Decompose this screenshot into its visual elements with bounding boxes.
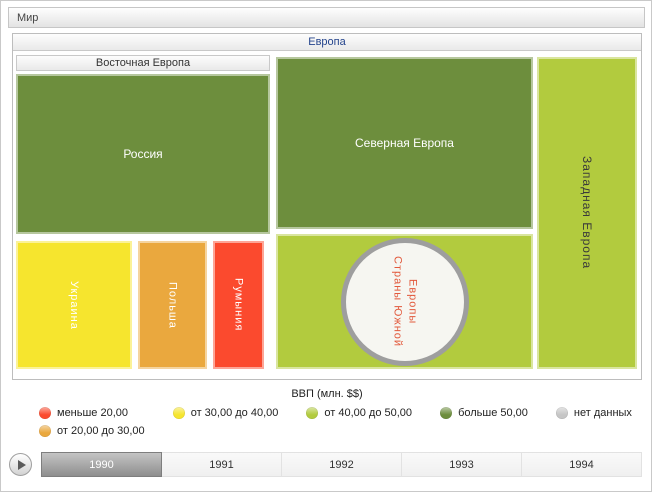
southern-europe-label: Страны Южной Европы <box>391 255 419 348</box>
legend-swatch-icon <box>555 407 568 419</box>
legend-column: от 40,00 до 50,00 <box>306 407 412 419</box>
treemap-node-romania[interactable]: Румыния <box>213 241 264 369</box>
legend-item-label: больше 50,00 <box>458 407 528 419</box>
breadcrumb-world-label: Мир <box>17 11 39 24</box>
treemap-node-southern-europe[interactable]: Страны Южной Европы <box>276 234 533 369</box>
legend-column: больше 50,00 <box>440 407 528 419</box>
europe-label: Европа <box>308 36 346 48</box>
legend-item-label: нет данных <box>573 407 632 419</box>
treemap-node-northern-europe[interactable]: Северная Европа <box>276 57 533 229</box>
treemap-node-ukraine[interactable]: Украина <box>16 241 132 369</box>
ukraine-label: Украина <box>68 280 80 330</box>
legend-swatch-icon <box>306 407 319 419</box>
treemap-node-russia[interactable]: Россия <box>16 74 270 234</box>
legend-item: от 30,00 до 40,00 <box>172 407 279 419</box>
legend-item-label: от 40,00 до 50,00 <box>324 407 413 419</box>
legend-column: нет данных <box>555 407 632 419</box>
legend-item: нет данных <box>555 407 632 419</box>
timeline-year-1993[interactable]: 1993 <box>402 453 522 476</box>
timeline-year-1992[interactable]: 1992 <box>282 453 402 476</box>
treemap-group-header-europe[interactable]: Европа <box>13 34 641 51</box>
legend-item-label: меньше 20,00 <box>57 407 129 419</box>
legend-item-label: от 20,00 до 30,00 <box>57 425 145 437</box>
treemap-group-header-eastern-europe[interactable]: Восточная Европа <box>16 55 270 71</box>
timeline-year-1991[interactable]: 1991 <box>162 453 282 476</box>
legend-item: от 40,00 до 50,00 <box>306 407 412 419</box>
legend: ВВП (млн. $$) меньше 20,00 от 20,00 до 3… <box>1 388 651 437</box>
timeline: 1990 1991 1992 1993 1994 <box>1 450 651 480</box>
eastern-europe-label: Восточная Европа <box>95 57 191 69</box>
southern-europe-circle[interactable]: Страны Южной Европы <box>340 237 469 366</box>
poland-label: Польша <box>166 281 179 329</box>
treemap-group-eastern-europe: Восточная Европа Россия Украина Польша Р… <box>16 55 270 373</box>
treemap-node-poland[interactable]: Польша <box>138 241 207 369</box>
western-europe-label: Западная Европа <box>580 156 594 270</box>
treemap-group-europe: Европа Восточная Европа Россия Украина П… <box>12 33 642 380</box>
russia-label: Россия <box>123 147 163 161</box>
europe-content: Восточная Европа Россия Украина Польша Р… <box>13 51 641 379</box>
legend-column: меньше 20,00 от 20,00 до 30,00 <box>39 407 145 437</box>
legend-swatch-icon <box>39 425 51 437</box>
legend-swatch-icon <box>39 407 51 419</box>
timeline-year-1990[interactable]: 1990 <box>41 452 162 477</box>
legend-item: меньше 20,00 <box>39 407 145 419</box>
legend-column: от 30,00 до 40,00 <box>172 407 279 419</box>
play-icon <box>17 459 26 470</box>
legend-swatch-icon <box>440 407 453 419</box>
play-button[interactable] <box>9 453 32 476</box>
legend-item-label: от 30,00 до 40,00 <box>190 407 279 419</box>
treemap-node-western-europe[interactable]: Западная Европа <box>537 57 637 369</box>
romania-label: Румыния <box>232 278 245 332</box>
northern-europe-label: Северная Европа <box>355 136 454 150</box>
legend-swatch-icon <box>172 407 185 419</box>
legend-item: от 20,00 до 30,00 <box>39 425 145 437</box>
timeline-year-1994[interactable]: 1994 <box>569 458 594 471</box>
legend-title: ВВП (млн. $$) <box>291 388 363 400</box>
legend-rows: меньше 20,00 от 20,00 до 30,00 от 30,00 … <box>1 407 651 437</box>
legend-item: больше 50,00 <box>440 407 528 419</box>
timeline-track[interactable]: 1990 1991 1992 1993 1994 <box>41 452 642 477</box>
breadcrumb[interactable]: Мир <box>8 7 645 28</box>
